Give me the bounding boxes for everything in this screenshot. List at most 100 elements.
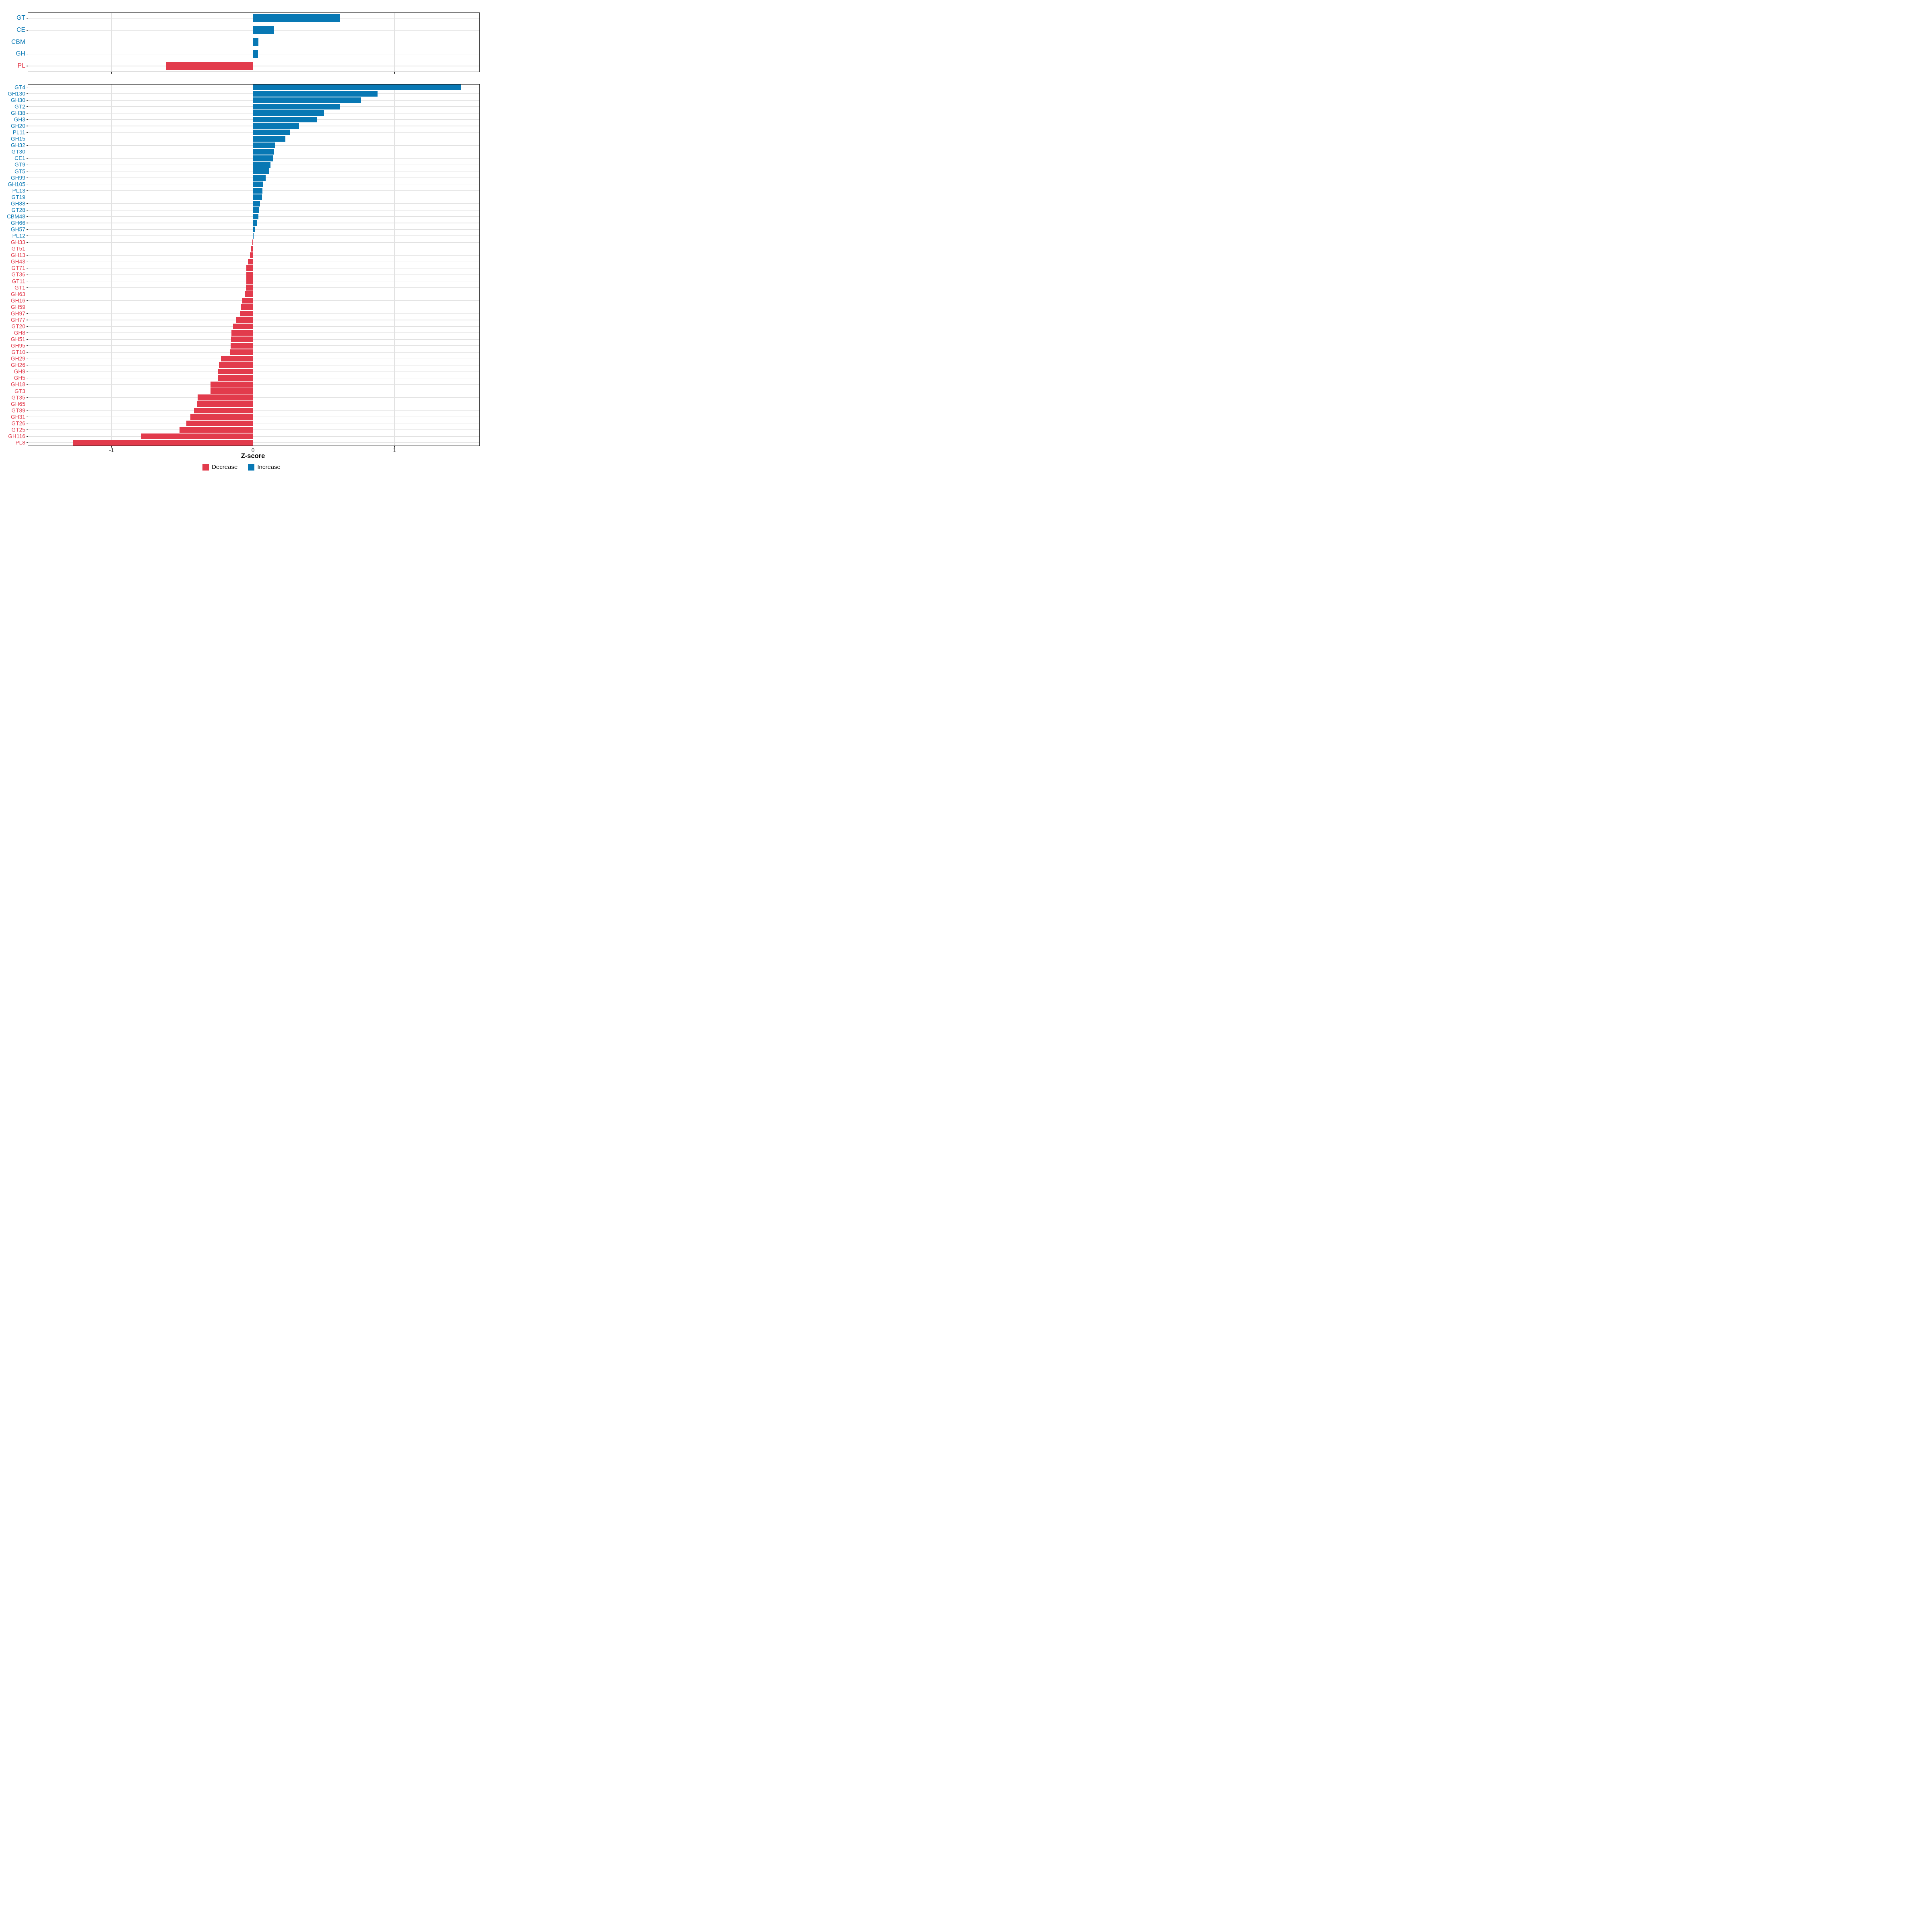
bar-gt30 <box>253 149 275 155</box>
bar-gh20 <box>253 123 299 129</box>
horizontal-gridline <box>28 397 480 398</box>
category-label-gt25: GT25 <box>11 427 25 433</box>
bar-gh15 <box>253 136 286 142</box>
decrease-swatch-icon <box>202 464 209 471</box>
y-axis-tick <box>26 429 28 430</box>
bar-gh5 <box>217 375 253 381</box>
y-axis-tick <box>26 190 28 191</box>
bar-gh8 <box>231 330 253 336</box>
bar-gt2 <box>253 103 340 110</box>
horizontal-gridline <box>28 313 480 314</box>
bar-gh130 <box>253 91 378 97</box>
horizontal-gridline <box>28 352 480 353</box>
bar-gt36 <box>246 272 253 278</box>
legend: Decrease Increase <box>0 464 483 471</box>
category-label-gt3: GT3 <box>14 388 25 394</box>
bar-gh <box>253 50 258 58</box>
bar-gt3 <box>210 388 253 394</box>
category-label-pl8: PL8 <box>15 440 25 446</box>
category-label-gh26: GH26 <box>10 362 25 368</box>
bar-gh9 <box>218 369 253 375</box>
bar-gh13 <box>250 252 253 258</box>
category-label-gt5: GT5 <box>14 168 25 175</box>
y-axis-tick <box>26 203 28 204</box>
horizontal-gridline <box>28 255 480 256</box>
bar-gt19 <box>253 194 262 200</box>
category-label-gh97: GH97 <box>10 310 25 317</box>
category-label-gh32: GH32 <box>10 142 25 149</box>
category-label-gt11: GT11 <box>12 278 25 285</box>
y-axis-tick <box>26 300 28 301</box>
horizontal-gridline <box>28 345 480 346</box>
category-label-gh31: GH31 <box>10 414 25 420</box>
bar-ce1 <box>253 155 274 161</box>
x-tick-label-0: 0 <box>251 447 255 453</box>
bar-gt26 <box>186 420 253 426</box>
bar-gt4 <box>253 84 461 90</box>
category-label-gh33: GH33 <box>10 239 25 246</box>
bar-ce <box>253 26 274 34</box>
category-label-pl13: PL13 <box>12 188 25 194</box>
y-axis-tick <box>26 18 28 19</box>
category-label-pl12: PL12 <box>12 233 25 239</box>
bar-pl <box>166 62 253 70</box>
category-label-gh63: GH63 <box>10 291 25 297</box>
increase-swatch-icon <box>248 464 255 471</box>
y-axis-tick <box>26 442 28 443</box>
bar-gt28 <box>253 207 259 213</box>
category-label-gh30: GH30 <box>10 97 25 103</box>
category-label-gt4: GT4 <box>14 84 25 91</box>
top-panel-border <box>28 12 480 72</box>
bar-gt10 <box>230 349 253 355</box>
category-label-gt1: GT1 <box>14 285 25 291</box>
y-axis-tick <box>26 313 28 314</box>
bar-gt <box>253 14 340 23</box>
bar-pl12 <box>253 233 254 239</box>
y-axis-tick <box>26 158 28 159</box>
bar-gh57 <box>253 226 255 233</box>
bar-gh88 <box>253 200 260 206</box>
bar-gt9 <box>253 162 271 168</box>
category-label-gt19: GT19 <box>11 194 25 200</box>
horizontal-gridline <box>28 332 480 333</box>
category-label-gh3: GH3 <box>14 116 25 123</box>
category-label-gt36: GT36 <box>11 271 25 278</box>
horizontal-gridline <box>28 384 480 385</box>
category-label-gh13: GH13 <box>10 252 25 258</box>
category-label-gh66: GH66 <box>10 220 25 226</box>
x-tick-label--1: -1 <box>109 447 114 453</box>
category-label-cbm: CBM <box>11 38 25 45</box>
bar-gh33 <box>252 239 253 246</box>
bar-gh66 <box>253 220 257 226</box>
category-label-gt89: GT89 <box>11 407 25 414</box>
y-axis-tick <box>26 345 28 346</box>
y-axis-tick <box>26 410 28 411</box>
bar-gh43 <box>248 259 253 265</box>
category-label-gt30: GT30 <box>11 149 25 155</box>
category-label-gt9: GT9 <box>14 161 25 168</box>
category-label-gt71: GT71 <box>11 265 25 271</box>
horizontal-gridline <box>28 429 480 430</box>
horizontal-gridline <box>28 300 480 301</box>
bar-gt71 <box>246 265 253 271</box>
bar-gh63 <box>244 291 253 297</box>
category-label-gt26: GT26 <box>11 420 25 427</box>
bar-pl8 <box>73 440 253 446</box>
bar-gh97 <box>240 310 253 316</box>
category-label-gt20: GT20 <box>11 323 25 330</box>
legend-item-increase: Increase <box>248 464 281 471</box>
horizontal-gridline <box>28 442 480 443</box>
bar-cbm <box>253 38 259 46</box>
y-axis-tick <box>26 106 28 107</box>
category-label-gh57: GH57 <box>10 226 25 233</box>
bar-gt1 <box>246 285 253 291</box>
category-label-gh43: GH43 <box>10 258 25 265</box>
horizontal-gridline <box>28 287 480 288</box>
category-label-gh9: GH9 <box>14 368 25 375</box>
category-label-gh116: GH116 <box>8 433 25 440</box>
category-label-ce: CE <box>17 26 25 33</box>
category-label-gh20: GH20 <box>10 123 25 129</box>
bar-gh95 <box>230 343 253 349</box>
bar-gt51 <box>250 246 253 252</box>
bar-gh30 <box>253 97 361 103</box>
